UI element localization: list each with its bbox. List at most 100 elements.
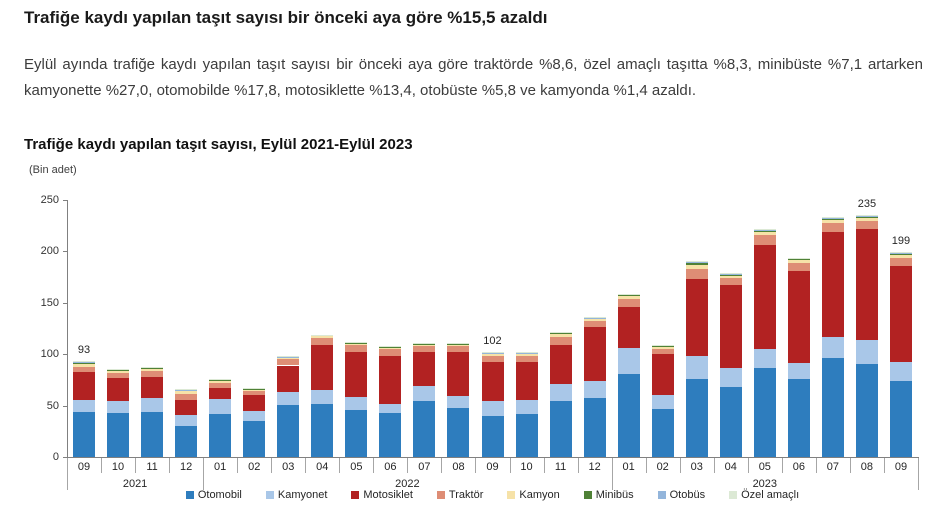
- bar-segment-motosiklet: [141, 376, 164, 399]
- legend-item: Otomobil: [185, 489, 242, 501]
- bar-segment-otomobil: [243, 421, 266, 457]
- bar-segment-otomobil: [481, 415, 504, 457]
- bar-segment-kamyon: [583, 319, 606, 322]
- bar-segment-otob-s: [175, 389, 198, 391]
- y-axis-tick: [63, 354, 67, 356]
- bar-segment-trakt-r: [107, 372, 130, 378]
- bar-segment--zel-ama-l-: [651, 344, 674, 346]
- bar-segment-kamyonet: [209, 399, 232, 414]
- x-axis-month-label: 02: [656, 461, 669, 473]
- x-axis-month-label: 03: [282, 461, 295, 473]
- x-axis-month-label: 03: [690, 461, 703, 473]
- bar-segment--zel-ama-l-: [515, 352, 538, 353]
- bar-segment-trakt-r: [719, 278, 742, 286]
- bar-segment-minib-s: [889, 253, 912, 255]
- bar-segment-otomobil: [617, 373, 640, 457]
- bar-segment-kamyonet: [243, 410, 266, 421]
- bar-segment-kamyon: [719, 275, 742, 279]
- x-axis-month-label: 09: [77, 461, 91, 473]
- bar-segment-minib-s: [345, 342, 368, 344]
- bar-segment-kamyonet: [617, 348, 640, 374]
- legend-item: Kamyon: [507, 489, 560, 501]
- x-axis-year-label: 2023: [752, 478, 778, 490]
- bar-segment-otob-s: [651, 345, 674, 346]
- bar-segment-minib-s: [515, 353, 538, 355]
- bar-segment-motosiklet: [345, 352, 368, 398]
- bar-segment-kamyonet: [515, 400, 538, 414]
- legend-label: Kamyonet: [277, 489, 328, 501]
- month-separator: [509, 458, 511, 473]
- bar-segment-kamyonet: [447, 396, 470, 408]
- bar-segment-otomobil: [549, 401, 572, 457]
- y-axis-tick: [63, 251, 67, 253]
- bar-segment-minib-s: [243, 388, 266, 390]
- bar-segment-kamyonet: [787, 363, 810, 379]
- y-axis-tick: [63, 405, 67, 407]
- month-separator: [407, 458, 409, 473]
- bar-segment-kamyon: [379, 347, 402, 350]
- bar-segment-kamyonet: [311, 390, 334, 404]
- bar-segment-otob-s: [855, 216, 878, 217]
- month-separator: [441, 458, 443, 473]
- bar-segment-otomobil: [311, 403, 334, 457]
- bar-segment-kamyonet: [821, 336, 844, 359]
- bar-segment-trakt-r: [685, 268, 708, 280]
- x-axis-year-label: 2022: [395, 478, 420, 490]
- bar-segment--zel-ama-l-: [107, 368, 130, 370]
- bar-segment--zel-ama-l-: [685, 260, 708, 262]
- x-axis-month-label: 10: [111, 461, 125, 473]
- bar-segment-trakt-r: [855, 220, 878, 229]
- bar-segment-motosiklet: [447, 352, 470, 397]
- bar-segment-motosiklet: [209, 388, 232, 400]
- bar-segment-otob-s: [617, 294, 640, 295]
- x-axis-month-label: 12: [588, 461, 601, 473]
- bar-segment-motosiklet: [311, 344, 334, 391]
- bar-segment-motosiklet: [651, 354, 674, 396]
- month-separator: [169, 458, 171, 473]
- bar-segment--zel-ama-l-: [583, 317, 606, 318]
- bar-segment-minib-s: [617, 294, 640, 296]
- chart-legend: Otomobil Kamyonet Motosiklet Traktör Kamyon M…: [67, 489, 918, 501]
- bar-segment-trakt-r: [243, 391, 266, 396]
- legend-label: Motosiklet: [363, 489, 413, 501]
- x-axis-month-label: 09: [486, 461, 499, 473]
- bar-segment-kamyonet: [107, 401, 130, 413]
- year-separator: [203, 458, 205, 490]
- x-axis-year-label: 2021: [122, 478, 148, 490]
- bar-segment-otomobil: [855, 364, 878, 457]
- bar-segment-motosiklet: [413, 352, 436, 387]
- bar-segment-trakt-r: [413, 345, 436, 353]
- bar-segment-kamyon: [175, 391, 198, 395]
- bar-segment-minib-s: [651, 345, 674, 347]
- x-axis-month-label: 04: [724, 461, 737, 473]
- month-separator: [849, 458, 851, 473]
- bar-segment-otob-s: [583, 317, 606, 319]
- legend-label: Minibüs: [595, 489, 634, 501]
- bar-segment-motosiklet: [549, 344, 572, 384]
- bar-segment-otob-s: [821, 218, 844, 219]
- x-axis-month-label: 08: [860, 461, 874, 473]
- bar-segment-trakt-r: [753, 234, 776, 246]
- bar-segment-motosiklet: [719, 285, 742, 368]
- bar-segment--zel-ama-l-: [719, 272, 742, 274]
- x-axis-month-label: 12: [180, 461, 193, 473]
- bar-segment-kamyon: [107, 370, 130, 373]
- month-separator: [543, 458, 545, 473]
- bar-value-label: 235: [857, 198, 877, 211]
- report-summary-text: Eylül ayında trafiğe kaydı yapılan taşıt…: [24, 56, 923, 99]
- bar-segment-motosiklet: [889, 265, 912, 363]
- month-separator: [101, 458, 103, 473]
- bar-segment-trakt-r: [277, 359, 300, 366]
- bar-segment-trakt-r: [73, 366, 96, 372]
- month-separator: [237, 458, 239, 473]
- bar-segment-otomobil: [175, 426, 198, 457]
- bar-segment-otob-s: [753, 229, 776, 231]
- month-separator: [305, 458, 307, 473]
- bar-segment-otob-s: [481, 352, 504, 354]
- month-separator: [747, 458, 749, 473]
- legend-item: Özel amaçlı: [729, 489, 799, 501]
- bar-segment-otomobil: [209, 413, 232, 457]
- bar-segment-kamyonet: [855, 339, 878, 365]
- bar-segment-trakt-r: [209, 382, 232, 389]
